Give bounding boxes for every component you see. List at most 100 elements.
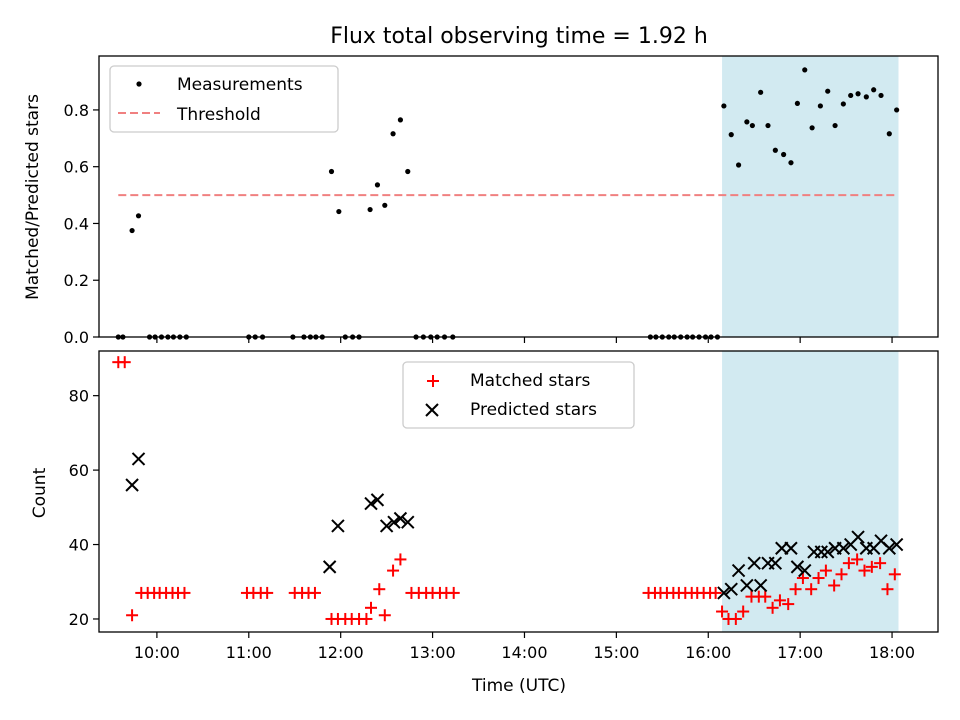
matched-star-point: [842, 557, 855, 570]
measurement-point: [863, 94, 869, 100]
measurement-point: [749, 122, 755, 129]
measurement-point: [328, 168, 335, 175]
predicted-star-point: [322, 560, 337, 574]
shaded-region-top: [722, 56, 899, 337]
x-axis-label: Time (UTC): [471, 676, 566, 696]
predicted-star-point: [882, 541, 897, 555]
measurement-point: [781, 151, 787, 158]
predicted-star-point: [784, 541, 798, 555]
x-tick-label: 12:00: [318, 643, 364, 662]
matched-star-point: [881, 583, 894, 596]
matched-star-point: [851, 553, 864, 566]
matched-star-point: [378, 609, 391, 622]
x-tick-label: 14:00: [501, 643, 547, 662]
measurement-point: [894, 107, 900, 113]
matched-star-point: [835, 568, 848, 581]
legend-threshold-label: Threshold: [176, 105, 261, 125]
y-tick-label: 40: [69, 536, 89, 555]
matched-star-point: [865, 560, 878, 573]
matched-star-point: [716, 605, 729, 618]
top-shaded-region: [722, 56, 899, 337]
measurement-point: [855, 91, 861, 97]
measurement-point: [825, 88, 831, 94]
matched-star-point: [729, 612, 742, 625]
matched-star-point: [828, 579, 841, 592]
bottom-x-ticks: 10:00 11:00 12:00 13:00 14:00 15:00 16:00 17:00…: [134, 632, 915, 662]
measurement-point: [735, 162, 742, 168]
measurement-point: [758, 89, 764, 95]
predicted-star-point: [401, 515, 415, 529]
measurement-point: [772, 147, 778, 153]
predicted-star-point: [768, 556, 783, 570]
bottom-y-axis-label: Count: [30, 467, 50, 518]
predicted-star-point: [747, 556, 761, 570]
measurement-point: [382, 202, 388, 208]
matched-star-point: [709, 586, 722, 599]
measurement-point: [129, 227, 135, 234]
x-tick-label: 10:00: [134, 643, 180, 662]
y-tick-label: 60: [69, 461, 89, 480]
measurement-point: [886, 131, 892, 137]
measurement-point: [817, 103, 823, 109]
x-tick-label: 16:00: [685, 643, 731, 662]
top-y-ticks: 0.0 0.2 0.4 0.6 0.8: [64, 101, 99, 347]
measurement-point: [840, 101, 846, 107]
y-tick-label: 20: [69, 610, 89, 629]
x-tick-label: 17:00: [777, 643, 823, 662]
measurement-point: [397, 117, 404, 123]
predicted-star-point: [379, 519, 394, 533]
predicted-star-point: [814, 545, 829, 559]
y-tick-label: 0.6: [64, 158, 89, 177]
top-axes-frame: [98, 55, 939, 338]
predicted-star-point: [724, 582, 738, 596]
x-tick-label: 13:00: [410, 643, 456, 662]
predicted-star-point: [331, 519, 345, 533]
top-panel: Flux total observing time = 1.92 h 0.00.…: [23, 24, 939, 347]
legend-predicted-marker: [425, 403, 439, 417]
y-tick-label: 0.0: [64, 328, 89, 347]
top-legend-box: [109, 65, 339, 133]
matched-star-point: [874, 557, 887, 570]
matched-star-point: [782, 598, 795, 611]
bottom-count-points: [112, 356, 904, 625]
chart-title: Flux total observing time = 1.92 h: [330, 24, 708, 49]
matched-star-point: [118, 356, 131, 369]
bottom-axes-frame: [98, 350, 939, 633]
measurement-point: [135, 213, 142, 219]
measurement-point: [878, 92, 884, 99]
measurement-point: [728, 132, 734, 138]
predicted-star-point: [836, 541, 851, 555]
predicted-star-point: [131, 452, 146, 466]
measurement-point: [794, 100, 801, 107]
matched-star-point: [178, 586, 191, 599]
measurement-point: [336, 208, 342, 215]
bottom-y-ticks: 20 40 60 80: [69, 387, 99, 629]
top-y-axis-label: Matched/Predicted stars: [23, 94, 43, 300]
x-tick-label: 11:00: [226, 643, 272, 662]
y-tick-label: 80: [69, 387, 89, 406]
predicted-star-point: [731, 563, 746, 578]
legend-predicted-label: Predicted stars: [470, 400, 597, 420]
matched-star-point: [126, 609, 139, 622]
matched-star-point: [789, 583, 802, 596]
matched-star-point: [766, 601, 779, 614]
matched-star-point: [819, 564, 832, 577]
measurement-point: [832, 122, 838, 129]
predicted-star-point: [125, 478, 139, 492]
predicted-star-point: [717, 586, 731, 600]
matched-star-point: [805, 583, 818, 596]
matched-star-point: [360, 612, 373, 625]
predicted-star-point: [798, 563, 812, 578]
measurement-point: [848, 92, 854, 99]
legend-measurements-marker: [136, 81, 142, 87]
predicted-star-point: [753, 578, 768, 593]
matched-star-point: [308, 586, 321, 599]
matched-star-point: [888, 568, 901, 581]
measurement-point: [367, 206, 373, 213]
predicted-star-point: [393, 511, 408, 526]
measurement-point: [871, 87, 877, 93]
top-legend: Measurements Threshold: [109, 65, 339, 133]
bottom-legend: Matched stars Predicted stars: [402, 361, 635, 429]
